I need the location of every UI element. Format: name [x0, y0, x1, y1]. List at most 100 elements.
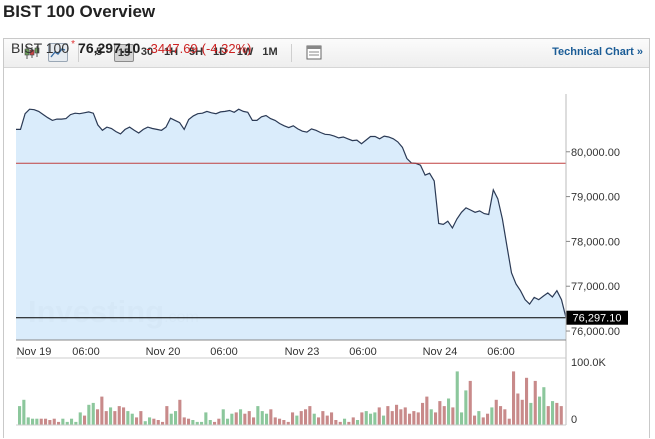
period-5[interactable]: 5 [95, 46, 103, 58]
volume-bar [395, 404, 399, 425]
volume-bar [317, 417, 321, 425]
area-chart-icon[interactable] [48, 43, 68, 62]
volume-bar [83, 415, 87, 425]
volume-bar [520, 399, 524, 425]
volume-bar [191, 420, 195, 425]
volume-bar [91, 402, 95, 425]
period-1h[interactable]: 1H [163, 46, 179, 58]
volume-bar [52, 418, 56, 425]
volume-bar [468, 380, 472, 425]
last-price-label: 76,297.10 [573, 313, 622, 325]
volume-bar [455, 371, 459, 425]
volume-bar [356, 420, 360, 425]
volume-bar [447, 398, 451, 425]
volume-bar [187, 418, 191, 425]
period-1d[interactable]: 1D [212, 46, 228, 58]
volume-bar [542, 387, 546, 425]
volume-bar [31, 418, 35, 425]
volume-bar [247, 411, 251, 425]
volume-bar [412, 411, 416, 425]
volume-bar [304, 409, 308, 426]
volume-bar [360, 412, 364, 425]
volume-bar [286, 421, 290, 426]
volume-plot [18, 371, 563, 426]
price-area [16, 109, 566, 340]
volume-bar [438, 401, 442, 425]
x-tick-label: Nov 19 [17, 346, 52, 358]
volume-bar [260, 411, 264, 425]
y-tick-label: 79,000.00 [571, 192, 620, 204]
volume-bar [200, 421, 204, 426]
volume-bar [100, 396, 104, 425]
volume-bar [152, 418, 156, 425]
table-icon[interactable] [304, 43, 324, 62]
volume-bar [525, 377, 529, 426]
volume-bar [130, 413, 134, 425]
volume-tick-label: 0 [571, 414, 577, 426]
volume-bar [299, 411, 303, 425]
volume-bar [429, 409, 433, 426]
chart-toolbar: 5 15 30 1H 5H 1D 1W 1M Technical Chart » [4, 39, 649, 68]
volume-bar [347, 421, 351, 426]
volume-bar [408, 413, 412, 425]
volume-bar [516, 393, 520, 425]
period-1w[interactable]: 1W [236, 46, 254, 58]
volume-bar [18, 406, 22, 425]
volume-bar [507, 418, 511, 425]
volume-bar [70, 418, 74, 425]
period-1m[interactable]: 1M [262, 46, 278, 58]
volume-tick-label: 100.0K [571, 357, 607, 369]
volume-bar [377, 407, 381, 425]
volume-bar [477, 411, 481, 425]
volume-bar [221, 409, 225, 426]
volume-bar [126, 411, 130, 425]
volume-bar [559, 406, 563, 425]
volume-bar [96, 409, 100, 426]
price-line [16, 108, 567, 318]
toolbar-separator [78, 44, 79, 62]
volume-bar [243, 413, 247, 425]
period-30[interactable]: 30 [140, 46, 154, 58]
volume-bar [217, 418, 221, 425]
price-change-percent: (-4.32%) [201, 41, 252, 56]
volume-bar [364, 411, 368, 425]
volume-bar [312, 413, 316, 425]
period-5h[interactable]: 5H [188, 46, 204, 58]
volume-bar [460, 412, 464, 425]
volume-bar [325, 415, 329, 425]
volume-bar [369, 413, 373, 425]
volume-bar [256, 406, 260, 425]
volume-bar [156, 420, 160, 425]
period-15[interactable]: 15 [114, 44, 134, 62]
volume-bar [386, 406, 390, 425]
x-tick-label: Nov 24 [423, 346, 458, 358]
x-tick-label: 06:00 [210, 346, 238, 358]
volume-bar [148, 417, 152, 425]
page-title: BIST 100 Overview [3, 2, 156, 21]
volume-bar [74, 421, 78, 426]
volume-bar [490, 407, 494, 425]
volume-bar [282, 420, 286, 425]
y-tick-label: 77,000.00 [571, 281, 620, 293]
y-tick-label: 76,000.00 [571, 326, 620, 338]
volume-bar [213, 421, 217, 426]
y-tick-label: 78,000.00 [571, 236, 620, 248]
volume-bar [109, 407, 113, 425]
last-price: 76,297.10 [78, 40, 141, 56]
volume-bar [551, 401, 555, 425]
volume-bar [252, 417, 256, 425]
volume-bar [503, 409, 507, 426]
candlestick-icon[interactable] [22, 43, 42, 62]
volume-bar [204, 412, 208, 425]
price-plot: Investing.com76,297.10 [16, 94, 628, 340]
volume-bar [512, 371, 516, 425]
volume-bar [278, 418, 282, 425]
delayed-marker: * [71, 39, 76, 50]
volume-bar [39, 418, 43, 425]
x-tick-label: Nov 23 [285, 346, 320, 358]
volume-bar [486, 413, 490, 425]
technical-chart-link[interactable]: Technical Chart » [552, 46, 643, 58]
volume-bar [334, 420, 338, 425]
volume-bar [208, 420, 212, 425]
volume-bar [65, 421, 69, 426]
